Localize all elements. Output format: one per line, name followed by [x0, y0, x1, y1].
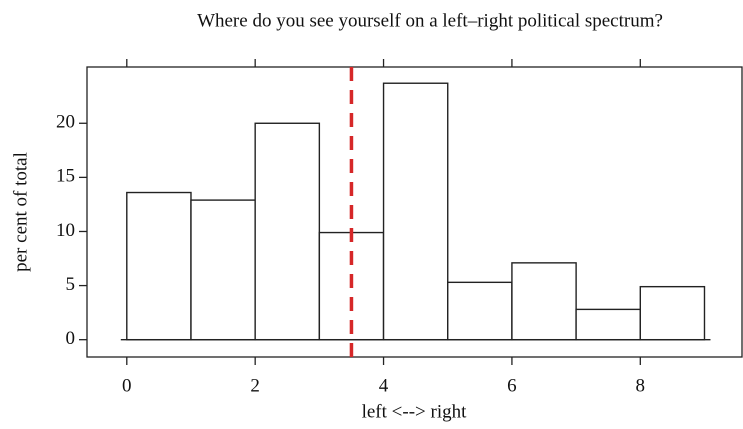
bar	[575, 308, 641, 341]
bar	[254, 122, 321, 341]
y-axis-label: per cent of total	[10, 152, 31, 272]
bar	[447, 281, 513, 341]
bar	[190, 199, 256, 341]
plot-frame	[86, 66, 743, 358]
x-axis-label: left <--> right	[362, 401, 468, 422]
x-tick-label: 0	[122, 375, 132, 396]
chart-title: Where do you see yourself on a left–righ…	[197, 10, 663, 31]
bar	[511, 262, 577, 341]
bar	[382, 82, 449, 341]
x-tick-label: 8	[636, 375, 646, 396]
y-tick-label: 0	[66, 328, 76, 349]
y-tick-label: 10	[56, 220, 75, 241]
y-tick-label: 15	[56, 166, 75, 187]
x-tick-label: 6	[507, 375, 517, 396]
y-tick-label: 20	[56, 112, 75, 133]
bar	[126, 191, 192, 341]
x-tick-label: 2	[250, 375, 260, 396]
x-tick-label: 4	[379, 375, 389, 396]
bar	[639, 285, 706, 341]
y-tick-label: 5	[66, 274, 76, 295]
